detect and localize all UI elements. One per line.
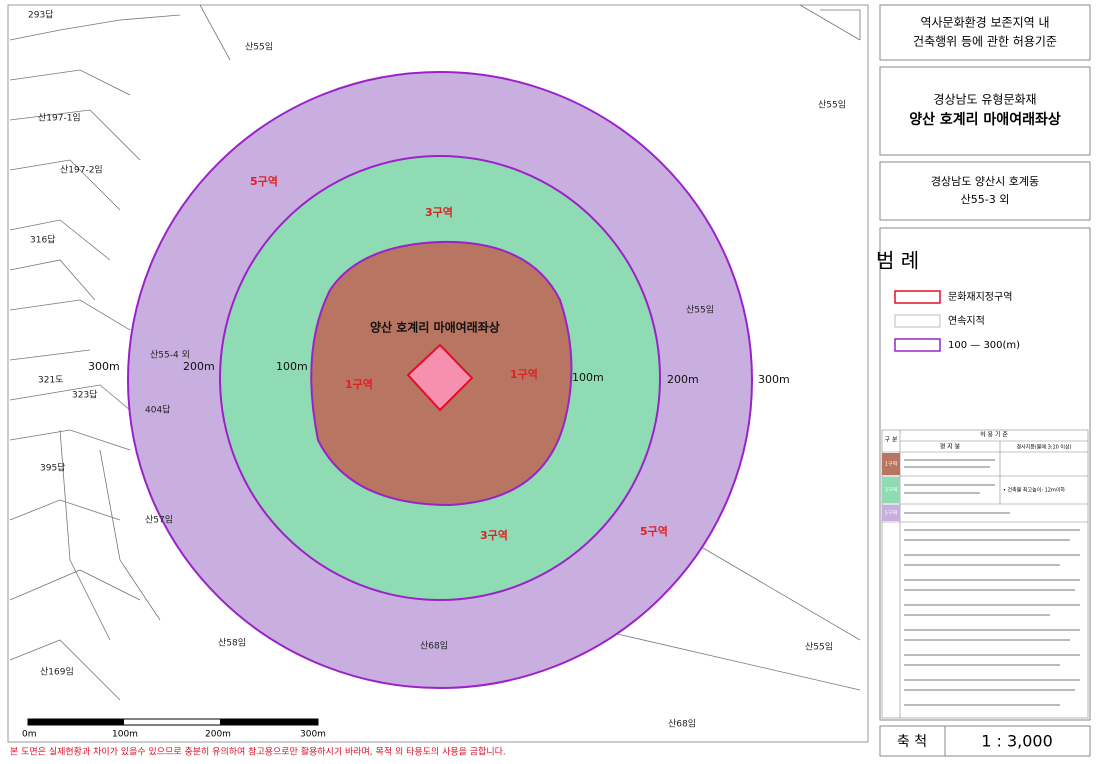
distance-label: 200m <box>667 373 699 386</box>
legend-swatch <box>894 314 941 328</box>
table-header: 구 분 <box>885 437 898 444</box>
parcel-label: 산57임 <box>145 514 173 526</box>
table-header: 허 용 기 준 <box>980 431 1008 439</box>
table-text-lines <box>904 459 1080 706</box>
legend-swatch <box>894 338 941 352</box>
parcel-label: 산197-1임 <box>38 112 81 124</box>
zone-label: 1구역 <box>510 367 538 381</box>
parcel-label: 산55-4 외 <box>150 349 190 361</box>
distance-label: 300m <box>88 360 120 373</box>
parcel-label: 293답 <box>28 9 53 21</box>
parcel-label: 산55임 <box>818 99 846 111</box>
scale-label: 0m <box>22 730 37 740</box>
footer-note: 본 도면은 실제현황과 차이가 있을수 있으므로 충분히 유의하여 참고용으로만… <box>10 746 506 758</box>
panel-boxes <box>879 4 1091 757</box>
parcel-label: 산68임 <box>668 718 696 730</box>
parcel-label: 323답 <box>72 389 97 401</box>
legend-label: 문화재지정구역 <box>948 291 1012 303</box>
table-note: • 건축물 최고높이: 12m이하 <box>1003 487 1065 494</box>
parcel-label: 산55임 <box>805 641 833 653</box>
scale-value: 1 : 3,000 <box>981 732 1053 751</box>
zone-label: 1구역 <box>345 377 373 391</box>
legend-label: 연속지적 <box>948 315 985 327</box>
table-header: 경사지붕(물매 3:10 이상) <box>1016 444 1071 451</box>
parcel-label: 산55임 <box>686 304 714 316</box>
row-swatch <box>882 453 900 475</box>
panel-name: 양산 호계리 마애여래좌상 <box>909 111 1061 128</box>
distance-label: 100m <box>276 360 308 373</box>
panel-heading: 역사문화환경 보존지역 내 <box>920 16 1049 30</box>
parcel-label: 404답 <box>145 404 170 416</box>
scale-label: 100m <box>112 730 138 740</box>
table-header: 평 지 붕 <box>940 443 961 451</box>
parcel-label: 산68임 <box>420 640 448 652</box>
parcel-label: 316답 <box>30 234 55 246</box>
distance-label: 200m <box>183 360 215 373</box>
distance-label: 300m <box>758 373 790 386</box>
row-swatch <box>882 505 900 521</box>
distance-label: 100m <box>572 371 604 384</box>
criteria-table <box>881 429 1089 719</box>
panel-heading: 건축행위 등에 관한 허용기준 <box>913 34 1057 49</box>
parcel-label: 321도 <box>38 376 63 386</box>
zone-label: 3구역 <box>425 205 453 219</box>
table-row: 1구역 <box>885 461 897 468</box>
panel-address: 경상남도 양산시 호계동 <box>931 175 1039 188</box>
legend-title: 범 례 <box>876 249 919 273</box>
row-swatch <box>882 477 900 503</box>
panel-designation: 경상남도 유형문화재 <box>933 93 1036 107</box>
table-row: 3구역 <box>885 487 897 494</box>
zone-label: 5구역 <box>640 524 668 538</box>
scale-label: 300m <box>300 730 326 740</box>
zone-label: 5구역 <box>250 174 278 188</box>
site-name: 양산 호계리 마애여래좌상 <box>370 320 500 335</box>
table-row: 5구역 <box>885 510 897 517</box>
parcel-label: 산55임 <box>245 41 273 53</box>
parcel-label: 산58임 <box>218 637 246 649</box>
panel-address: 산55-3 외 <box>961 193 1010 206</box>
legend-swatch <box>894 290 941 304</box>
parcel-label: 산197-2임 <box>60 164 103 176</box>
scale-label: 200m <box>205 730 231 740</box>
scale-title: 축 척 <box>897 734 927 750</box>
zone-label: 3구역 <box>480 528 508 542</box>
scale-bar <box>27 718 319 726</box>
designated-area <box>406 343 474 412</box>
parcel-label: 395답 <box>40 462 65 474</box>
parcel-label: 산169임 <box>40 666 74 678</box>
legend-label: 100 — 300(m) <box>948 340 1020 351</box>
